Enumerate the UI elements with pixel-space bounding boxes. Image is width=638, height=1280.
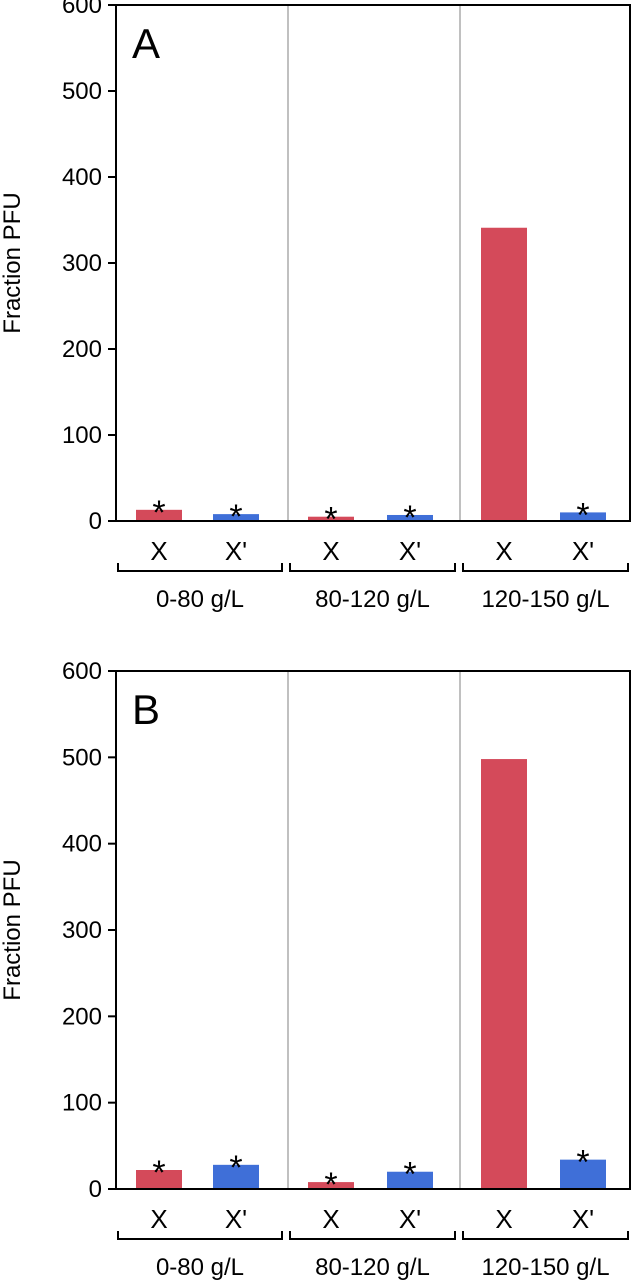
bar bbox=[560, 512, 606, 521]
y-tick-label: 500 bbox=[62, 78, 102, 105]
group-bracket bbox=[289, 1231, 456, 1240]
plot-frame bbox=[115, 670, 631, 1190]
x-category-label: X bbox=[495, 1204, 512, 1234]
significance-marker: * bbox=[324, 501, 337, 539]
x-category-label: X bbox=[150, 536, 167, 566]
y-tick-label: 200 bbox=[62, 336, 102, 363]
y-tick-label: 200 bbox=[62, 1003, 102, 1030]
bar bbox=[136, 1170, 182, 1189]
bar bbox=[387, 1171, 433, 1189]
bar bbox=[308, 516, 354, 521]
chart-panel-a: * * * * * 0 100 200 300 400 500 600 Fraction PFU A X X'… bbox=[0, 0, 631, 613]
chart-panel-b: * * * * * 0 100 200 300 400 500 600 Fraction PFU B X X'… bbox=[0, 658, 631, 1280]
y-tick-label: 300 bbox=[62, 250, 102, 277]
group-label: 80-120 g/L bbox=[315, 586, 430, 613]
significance-marker: * bbox=[403, 1156, 416, 1194]
y-tick-label: 500 bbox=[62, 744, 102, 771]
group-bracket bbox=[117, 1231, 283, 1240]
x-category-label: X' bbox=[572, 1204, 594, 1234]
x-category-label: X' bbox=[572, 536, 594, 566]
group-label: 0-80 g/L bbox=[156, 1254, 244, 1280]
bar bbox=[481, 759, 527, 1189]
y-axis-label: Fraction PFU bbox=[0, 859, 26, 1000]
bar bbox=[213, 514, 259, 521]
x-category-label: X bbox=[322, 536, 339, 566]
significance-marker: * bbox=[152, 494, 165, 532]
y-tick-label: 0 bbox=[89, 1176, 102, 1203]
bar bbox=[387, 514, 433, 521]
x-category-label: X' bbox=[399, 536, 421, 566]
significance-marker: * bbox=[403, 499, 416, 537]
y-tick-label: 600 bbox=[62, 0, 102, 19]
group-bracket bbox=[117, 563, 283, 572]
group-label: 120-150 g/L bbox=[481, 1254, 609, 1280]
panel-letter: B bbox=[132, 686, 160, 733]
y-tick-label: 400 bbox=[62, 831, 102, 858]
x-category-label: X bbox=[322, 1204, 339, 1234]
y-tick-label: 400 bbox=[62, 164, 102, 191]
y-tick-label: 300 bbox=[62, 917, 102, 944]
significance-marker: * bbox=[152, 1154, 165, 1192]
y-tick-label: 600 bbox=[62, 658, 102, 685]
group-bracket bbox=[462, 1231, 629, 1240]
panel-letter: A bbox=[132, 20, 160, 67]
x-category-label: X' bbox=[225, 1204, 247, 1234]
significance-marker: * bbox=[576, 1144, 589, 1182]
significance-marker: * bbox=[229, 498, 242, 536]
y-axis-label: Fraction PFU bbox=[0, 192, 26, 333]
bar bbox=[560, 1159, 606, 1189]
significance-marker: * bbox=[324, 1166, 337, 1204]
x-category-label: X bbox=[495, 536, 512, 566]
significance-marker: * bbox=[229, 1149, 242, 1187]
significance-marker: * bbox=[576, 496, 589, 534]
y-tick-label: 0 bbox=[89, 508, 102, 535]
y-tick-label: 100 bbox=[62, 422, 102, 449]
bar bbox=[213, 1164, 259, 1189]
group-bracket bbox=[462, 563, 629, 572]
bar bbox=[136, 509, 182, 521]
plot-frame bbox=[115, 4, 631, 522]
x-category-label: X' bbox=[399, 1204, 421, 1234]
group-label: 80-120 g/L bbox=[315, 1254, 430, 1280]
group-label: 120-150 g/L bbox=[481, 586, 609, 613]
x-category-label: X' bbox=[225, 536, 247, 566]
group-bracket bbox=[289, 563, 456, 572]
group-label: 0-80 g/L bbox=[156, 586, 244, 613]
x-category-label: X bbox=[150, 1204, 167, 1234]
bar bbox=[308, 1182, 354, 1189]
bar bbox=[481, 227, 527, 522]
y-tick-label: 100 bbox=[62, 1090, 102, 1117]
